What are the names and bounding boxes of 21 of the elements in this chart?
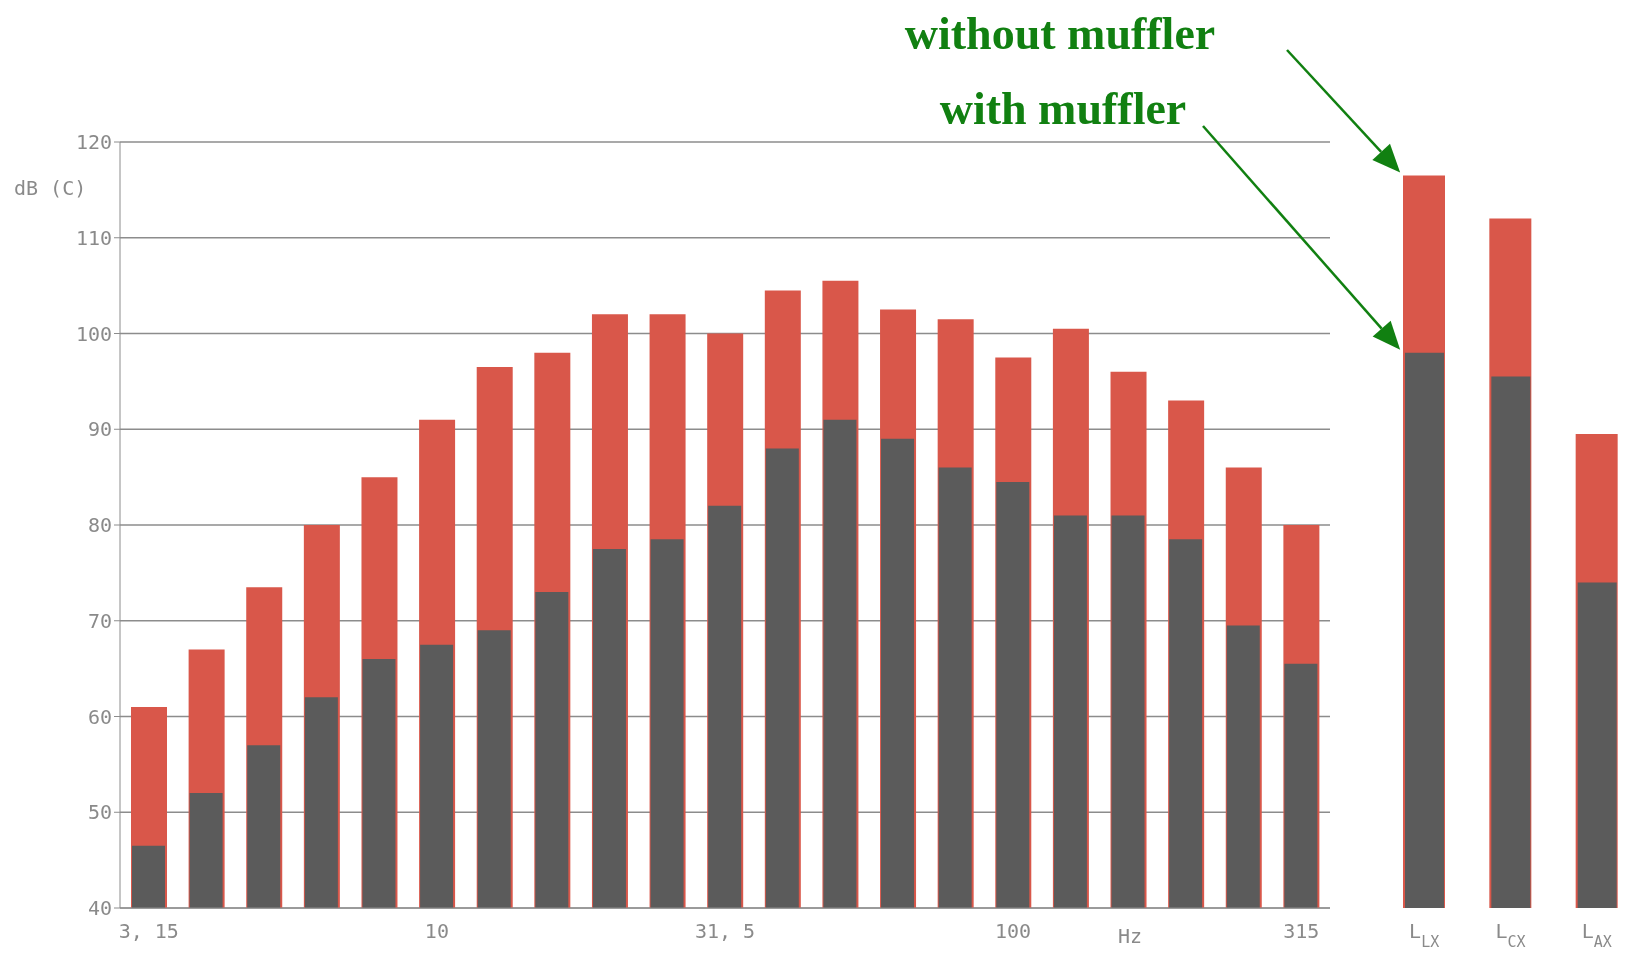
text: with muffler [939, 81, 1187, 135]
x-tick-label: 31, 5 [694, 919, 756, 943]
x-tick-label: 10 [424, 919, 449, 943]
x-axis-title: Hz [1118, 924, 1143, 948]
x-tick-label: 315 [1283, 919, 1320, 943]
y-axis-title: dB (C) [14, 176, 87, 200]
y-tick-label: 80 [87, 513, 112, 538]
y-tick-label: 40 [87, 896, 112, 921]
x-tick-label: L$_{LX}$ [1409, 919, 1440, 951]
x-tick-label: 100 [995, 919, 1032, 943]
x-tick-label: 3, 15 [118, 919, 179, 943]
y-tick-label: 60 [87, 704, 112, 729]
y-tick-label: 100 [75, 321, 112, 346]
y-tick-label: 110 [75, 225, 112, 250]
y-tick-label: 70 [87, 608, 112, 633]
x-tick-label: L$_{CX}$ [1495, 919, 1526, 951]
y-tick-label: 50 [87, 800, 112, 825]
x-tick-label: L$_{AX}$ [1581, 919, 1612, 951]
y-tick-label: 90 [87, 417, 112, 442]
text: without muffler [904, 6, 1216, 60]
y-tick-label: 120 [75, 130, 112, 155]
